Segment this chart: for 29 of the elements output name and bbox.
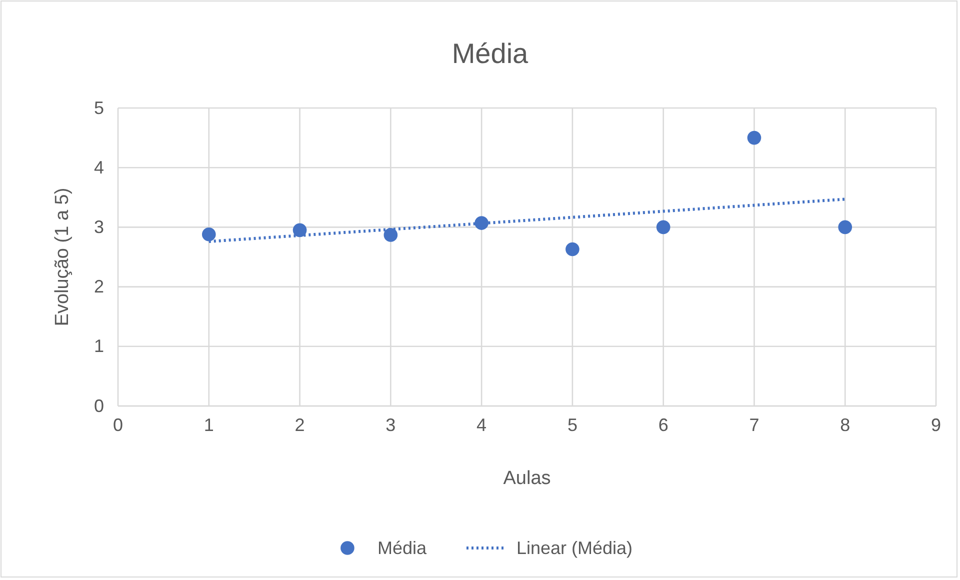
y-tick-label: 5	[94, 98, 104, 118]
x-tick-label: 9	[930, 414, 942, 435]
x-tick-label: 4	[476, 414, 487, 435]
chart-title: Média	[452, 38, 529, 69]
point	[838, 220, 852, 234]
x-tick-label: 3	[386, 414, 396, 435]
y-tick-label: 3	[94, 216, 104, 237]
y-tick-label: 0	[94, 396, 104, 416]
point	[384, 228, 398, 242]
y-tick-label: 4	[94, 157, 104, 178]
point	[474, 216, 488, 230]
point	[747, 130, 762, 145]
x-tick-label: 2	[294, 414, 305, 435]
x-tick-label: 8	[840, 414, 850, 435]
x-tick-label: 7	[749, 414, 760, 435]
x-axis-title: Aulas	[503, 468, 551, 489]
y-axis-title: Evolução (1 a 5)	[52, 188, 73, 326]
x-tick-label: 6	[658, 414, 668, 435]
y-tick-label: 2	[94, 276, 104, 297]
point	[202, 227, 216, 242]
legend-label: Linear (Média)	[516, 538, 633, 558]
x-tick-label: 1	[204, 414, 214, 435]
point	[566, 242, 580, 256]
x-tick-label: 5	[567, 414, 578, 435]
y-tick-label: 1	[94, 336, 104, 356]
point	[292, 223, 307, 238]
point	[656, 220, 670, 234]
legend-label: Média	[377, 538, 428, 558]
x-tick-label: 0	[112, 414, 124, 435]
